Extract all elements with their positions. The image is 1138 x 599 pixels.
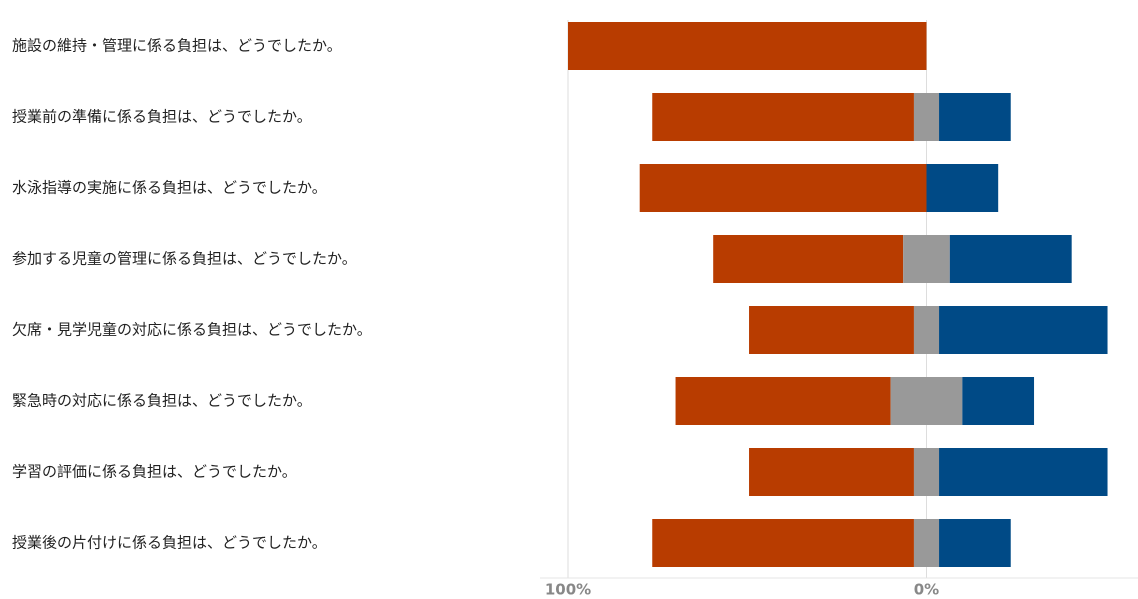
bar-segment [939, 448, 1108, 496]
category-label: 施設の維持・管理に係る負担は、どうでしたか。 [12, 37, 342, 55]
x-tick-label: 0% [914, 581, 939, 599]
bar-segment [903, 235, 950, 283]
bar-segment [652, 93, 914, 141]
bar-segment [913, 448, 940, 496]
x-tick-label: 100% [545, 581, 591, 599]
bar-segment [652, 519, 914, 567]
bar-segment [639, 164, 927, 212]
category-label: 授業後の片付けに係る負担は、どうでしたか。 [12, 534, 327, 552]
bar-segment [568, 22, 927, 70]
bar-segment [949, 235, 1072, 283]
bar-segment [749, 448, 914, 496]
bar-segment [939, 306, 1108, 354]
bar-segment [962, 377, 1035, 425]
bar-segment [913, 93, 940, 141]
category-label: 欠席・見学児童の対応に係る負担は、どうでしたか。 [12, 321, 372, 339]
bar-segment [713, 235, 904, 283]
bar-segment [939, 93, 1011, 141]
category-label: 参加する児童の管理に係る負担は、どうでしたか。 [12, 250, 357, 268]
bar-segment [913, 519, 940, 567]
bar-segment [675, 377, 891, 425]
bar-segment [939, 519, 1011, 567]
category-label: 授業前の準備に係る負担は、どうでしたか。 [12, 108, 312, 126]
bar-segment [890, 377, 963, 425]
category-label: 水泳指導の実施に係る負担は、どうでしたか。 [12, 179, 327, 197]
category-label: 緊急時の対応に係る負担は、どうでしたか。 [12, 392, 312, 410]
bar-segment [913, 306, 940, 354]
bar-segment [749, 306, 914, 354]
category-label: 学習の評価に係る負担は、どうでしたか。 [12, 463, 297, 481]
bar-segment [926, 164, 999, 212]
